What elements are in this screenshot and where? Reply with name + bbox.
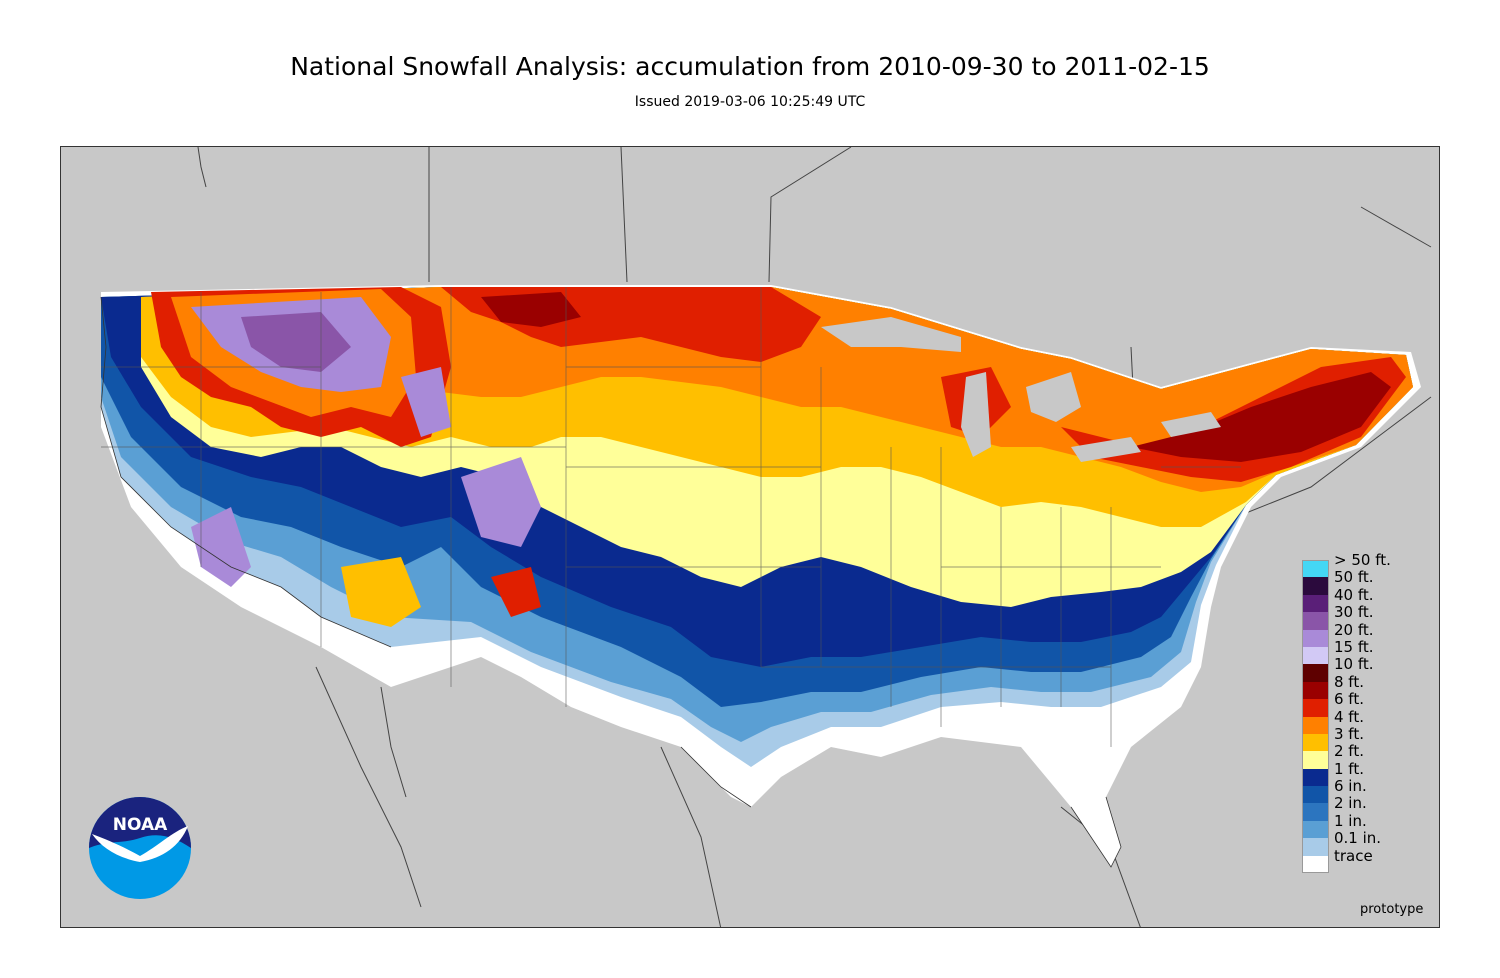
legend-swatch (1302, 577, 1329, 595)
legend-label: 30 ft. (1334, 603, 1374, 622)
legend-label: 40 ft. (1334, 585, 1374, 604)
legend-label: > 50 ft. (1334, 551, 1391, 569)
map-title: National Snowfall Analysis: accumulation… (290, 52, 1210, 81)
legend-item: 2 ft. (1302, 743, 1412, 769)
legend-swatch (1302, 664, 1329, 682)
legend: > 50 ft. 50 ft. 40 ft. 30 ft. 20 ft. 15 ft. 10… (1302, 552, 1412, 874)
legend-item: 20 ft. (1302, 621, 1412, 647)
legend-swatch (1302, 803, 1329, 821)
coastlines (100, 296, 1122, 868)
legend-item: 2 in. (1302, 795, 1412, 821)
legend-swatch (1302, 820, 1329, 839)
legend-label: 4 ft. (1334, 707, 1364, 726)
snowfall-map (60, 146, 1440, 928)
state-borders (101, 287, 1241, 747)
legend-swatch (1302, 716, 1329, 734)
legend-item: 40 ft. (1302, 586, 1412, 613)
legend-item: 4 ft. (1302, 708, 1412, 734)
legend-item: trace (1302, 847, 1412, 874)
legend-swatch (1302, 768, 1329, 787)
legend-item: 1 in. (1302, 812, 1412, 839)
legend-item: 30 ft. (1302, 604, 1412, 630)
legend-swatch (1302, 699, 1329, 717)
map-canvas (100, 147, 1432, 927)
legend-item: 3 ft. (1302, 725, 1412, 752)
legend-item: 6 ft. (1302, 691, 1412, 717)
legend-item: 50 ft. (1302, 569, 1412, 595)
legend-item: 6 in. (1302, 778, 1412, 804)
legend-label: 1 in. (1334, 811, 1367, 830)
legend-item: > 50 ft. (1302, 552, 1412, 578)
legend-swatch (1302, 838, 1329, 856)
noaa-logo: NOAA (88, 796, 192, 900)
legend-label: 20 ft. (1334, 620, 1374, 639)
legend-item: 8 ft. (1302, 673, 1412, 700)
legend-label: 2 in. (1334, 794, 1367, 813)
legend-swatch (1302, 733, 1329, 752)
legend-swatch (1302, 646, 1329, 665)
legend-label: trace (1334, 846, 1373, 865)
legend-label: 0.1 in. (1334, 829, 1382, 848)
legend-swatch (1302, 786, 1329, 804)
legend-label: 3 ft. (1334, 724, 1364, 743)
legend-label: 50 ft. (1334, 568, 1374, 587)
legend-label: 2 ft. (1334, 742, 1364, 761)
legend-swatch (1302, 612, 1329, 630)
legend-swatch (1302, 751, 1329, 769)
legend-label: 8 ft. (1334, 672, 1364, 691)
legend-label: 1 ft. (1334, 759, 1364, 778)
prototype-note: prototype (1360, 902, 1424, 917)
legend-label: 15 ft. (1334, 637, 1374, 656)
legend-swatch (1302, 681, 1329, 700)
legend-label: 6 ft. (1334, 690, 1364, 709)
noaa-logo-text: NOAA (113, 815, 168, 835)
legend-swatch (1302, 629, 1329, 647)
legend-swatch (1302, 560, 1329, 578)
issued-timestamp: Issued 2019-03-06 10:25:49 UTC (634, 94, 866, 110)
legend-item: 1 ft. (1302, 760, 1412, 787)
legend-swatch (1302, 855, 1329, 874)
legend-swatch (1302, 594, 1329, 613)
noaa-logo-icon: NOAA (89, 797, 191, 899)
legend-item: 0.1 in. (1302, 830, 1412, 856)
legend-label: 10 ft. (1334, 655, 1374, 674)
legend-label: 6 in. (1334, 777, 1367, 796)
legend-item: 10 ft. (1302, 656, 1412, 682)
legend-item: 15 ft. (1302, 638, 1412, 665)
